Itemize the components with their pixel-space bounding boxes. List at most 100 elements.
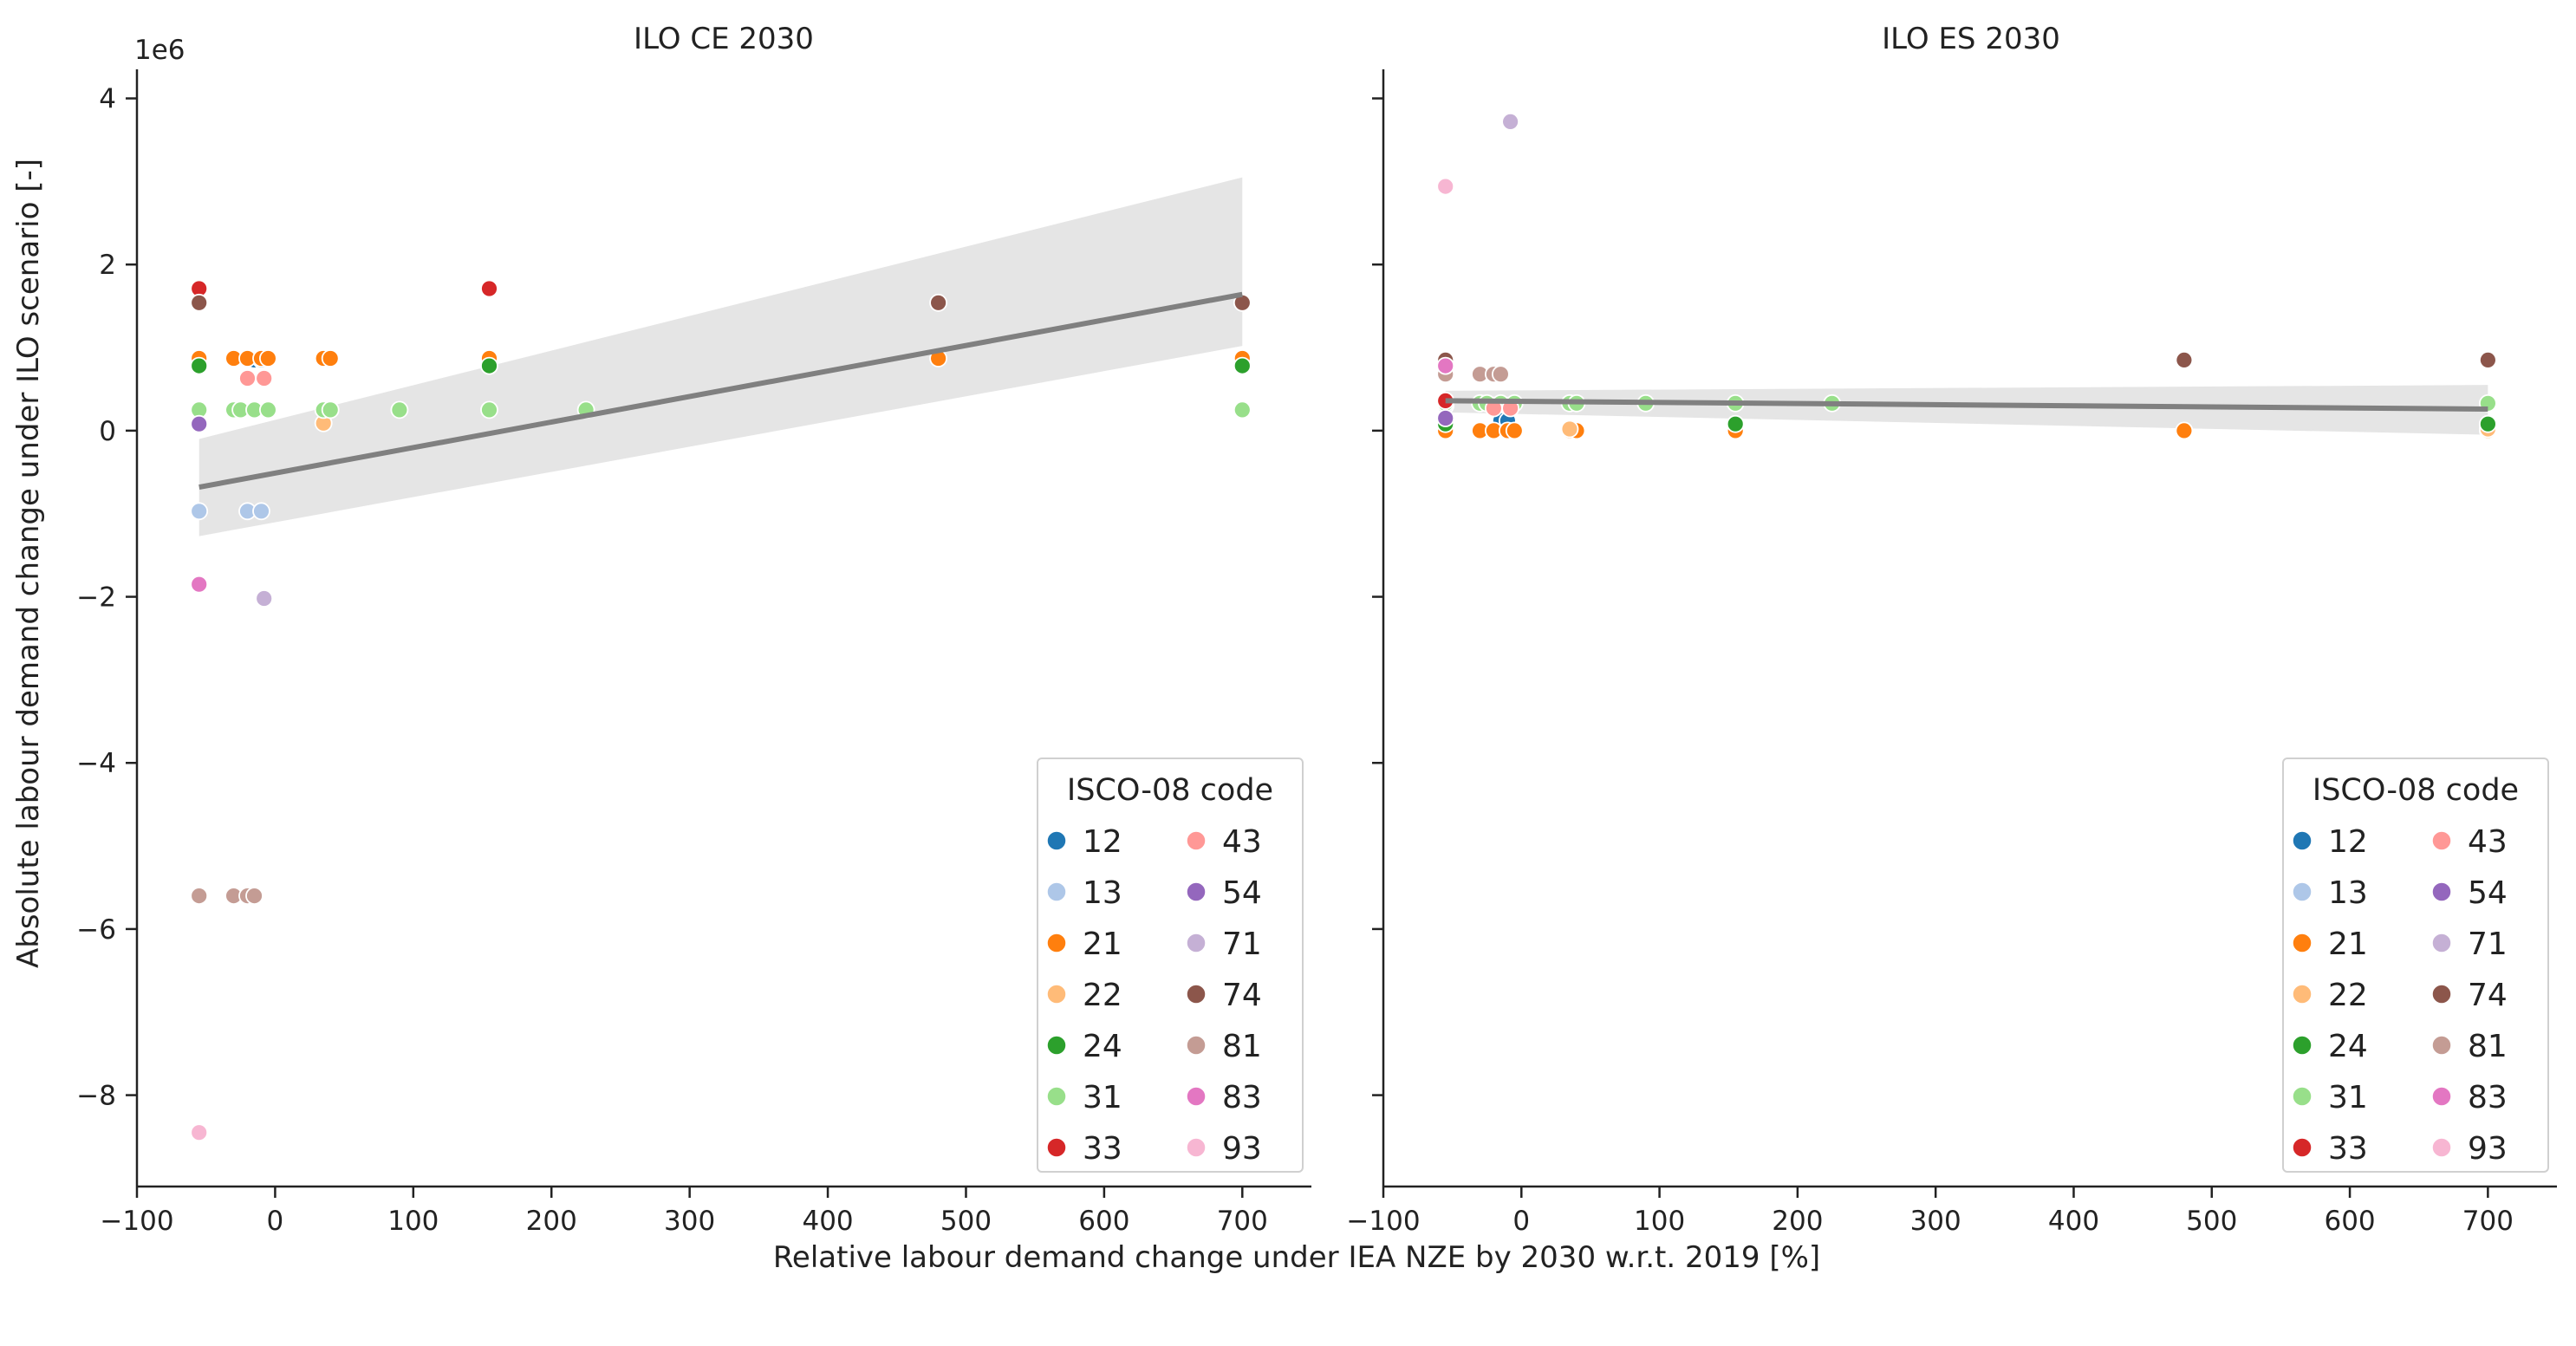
y-tick-label: −8 [76, 1081, 116, 1112]
scatter-point-31 [480, 400, 498, 419]
confidence-band [198, 177, 1243, 536]
scatter-point-54 [190, 414, 209, 433]
panel-title: ILO ES 2030 [1882, 22, 2060, 56]
legend-marker-13 [2292, 881, 2313, 902]
legend-label-54: 54 [2468, 875, 2508, 911]
y-tick-label: 2 [99, 250, 116, 281]
legend-marker-31 [2292, 1086, 2313, 1107]
legend-marker-22 [1046, 984, 1067, 1005]
scatter-point-54 [1436, 409, 1455, 427]
scatter-point-13 [190, 502, 209, 521]
legend-label-21: 21 [2328, 927, 2368, 962]
x-tick-label: 100 [1634, 1206, 1685, 1237]
legend-label-71: 71 [2468, 927, 2508, 962]
scatter-point-43 [238, 369, 257, 387]
x-tick-label: 600 [2324, 1206, 2375, 1237]
legend-label-21: 21 [1083, 927, 1122, 962]
y-tick-label: −4 [76, 748, 116, 779]
legend-label-81: 81 [1222, 1029, 1262, 1064]
scatter-point-21 [1505, 421, 1524, 440]
x-tick-label: −100 [1346, 1206, 1420, 1237]
x-tick-label: −100 [100, 1206, 173, 1237]
legend-marker-74 [2431, 984, 2452, 1005]
scatter-point-24 [2478, 414, 2497, 433]
y-tick-label: −2 [76, 582, 116, 614]
legend-marker-93 [2431, 1137, 2452, 1158]
x-tick-label: 300 [664, 1206, 715, 1237]
legend-label-74: 74 [2468, 978, 2508, 1013]
y-axis-label: Absolute labour demand change under ILO … [11, 159, 46, 968]
legend-label-74: 74 [1222, 978, 1262, 1013]
legend-marker-93 [1186, 1137, 1207, 1158]
scatter-point-24 [1233, 356, 1252, 375]
y-tick-label: −6 [76, 914, 116, 946]
legend-label-13: 13 [1083, 875, 1122, 911]
scatter-point-81 [1492, 365, 1510, 384]
legend-label-83: 83 [2468, 1080, 2508, 1115]
scatter-point-21 [2175, 421, 2194, 440]
legend-marker-43 [1186, 830, 1207, 851]
legend-marker-13 [1046, 881, 1067, 902]
legend-marker-33 [1046, 1137, 1067, 1158]
x-tick-label: 500 [940, 1206, 992, 1237]
scatter-point-31 [321, 400, 340, 419]
scatter-point-74 [929, 293, 947, 312]
legend-marker-83 [1186, 1086, 1207, 1107]
x-tick-label: 200 [1772, 1206, 1823, 1237]
legend-label-22: 22 [2328, 978, 2368, 1013]
legend-label-12: 12 [2328, 824, 2368, 860]
legend-marker-33 [2292, 1137, 2313, 1158]
legend-label-22: 22 [1083, 978, 1122, 1013]
y-tick-label: 4 [99, 84, 116, 115]
x-tick-label: 400 [2048, 1206, 2099, 1237]
regression-line [198, 291, 1243, 491]
scatter-point-83 [1436, 356, 1455, 375]
x-tick-label: 700 [1217, 1206, 1268, 1237]
scatter-point-71 [255, 589, 274, 608]
x-tick-label: 0 [267, 1206, 284, 1237]
panel-ilo-ce-2030: ILO CE 2030 −100 0 100 200 300 400 500 600 700 −8… [76, 22, 1311, 1237]
legend-label-13: 13 [2328, 875, 2368, 911]
legend-label-71: 71 [1222, 927, 1262, 962]
legend-label-24: 24 [2328, 1029, 2368, 1064]
legend-marker-12 [2292, 830, 2313, 851]
panel-ilo-es-2030: ILO ES 2030 −100 0 100 200 300 400 500 600 700 I… [1346, 22, 2557, 1237]
scatter-point-13 [252, 502, 270, 521]
x-axis-label: Relative labour demand change under IEA … [773, 1240, 1820, 1275]
scatter-point-93 [1436, 177, 1455, 196]
x-tick-label: 700 [2462, 1206, 2514, 1237]
legend-label-83: 83 [1222, 1080, 1262, 1115]
legend-marker-21 [2292, 933, 2313, 953]
scatter-point-31 [258, 400, 277, 419]
scatter-point-22 [1560, 419, 1579, 439]
legend-box [1037, 758, 1304, 1173]
scatter-point-74 [2478, 350, 2497, 369]
legend-label-31: 31 [1083, 1080, 1122, 1115]
legend-title: ISCO-08 code [2313, 773, 2519, 808]
legend-marker-24 [2292, 1035, 2313, 1056]
legend-label-43: 43 [2468, 824, 2508, 860]
scatter-point-81 [190, 887, 209, 905]
legend-marker-83 [2431, 1086, 2452, 1107]
legend-marker-81 [2431, 1035, 2452, 1056]
legend-label-93: 93 [1222, 1131, 1262, 1167]
scatter-point-71 [1501, 112, 1519, 131]
confidence-band [1445, 385, 2488, 435]
legend-title: ISCO-08 code [1067, 773, 1273, 808]
legend-label-12: 12 [1083, 824, 1122, 860]
legend-marker-74 [1186, 984, 1207, 1005]
scatter-point-33 [480, 279, 498, 298]
legend-label-93: 93 [2468, 1131, 2508, 1167]
legend-marker-22 [2292, 984, 2313, 1005]
x-tick-label: 100 [387, 1206, 439, 1237]
scatter-point-31 [1233, 400, 1252, 419]
legend-marker-24 [1046, 1035, 1067, 1056]
legend-marker-54 [2431, 881, 2452, 902]
x-tick-label: 300 [1910, 1206, 1961, 1237]
scatter-point-43 [255, 369, 274, 387]
legend-label-54: 54 [1222, 875, 1262, 911]
x-tick-label: 200 [526, 1206, 577, 1237]
y-tick-label: 0 [99, 416, 116, 447]
x-tick-label: 0 [1512, 1206, 1530, 1237]
legend-label-31: 31 [2328, 1080, 2368, 1115]
